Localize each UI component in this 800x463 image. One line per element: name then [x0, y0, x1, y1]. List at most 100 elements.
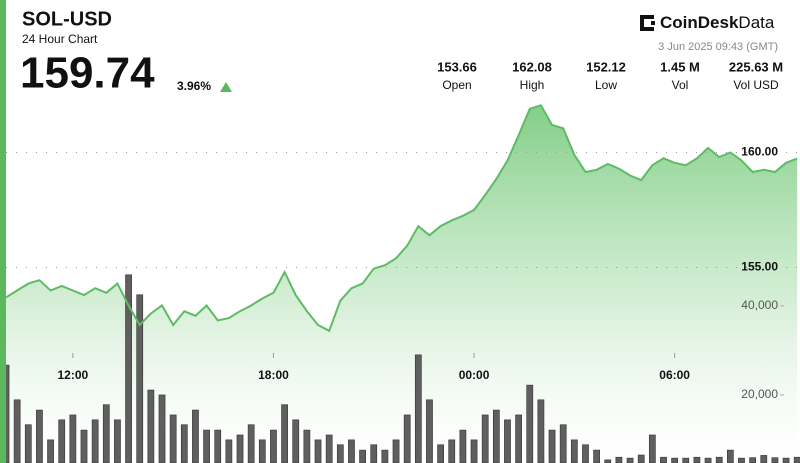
volume-bar: [726, 449, 734, 463]
volume-bar: [626, 457, 634, 463]
timestamp: 3 Jun 2025 09:43 (GMT): [658, 41, 778, 53]
x-tick-label: 00:00: [459, 368, 490, 382]
volume-bar: [158, 394, 166, 463]
x-tick-label: 12:00: [58, 368, 89, 382]
brand-sub: Data: [738, 13, 774, 32]
volume-bar: [660, 456, 667, 463]
y2-tick-label: 20,000: [741, 387, 778, 401]
volume-bar: [715, 456, 723, 463]
volume-bar: [771, 457, 779, 463]
volume-bar: [704, 457, 712, 463]
volume-bar: [738, 457, 745, 463]
volume-bar: [80, 429, 88, 463]
stat-label: Vol: [672, 78, 689, 92]
volume-bar: [281, 404, 288, 463]
volume-bar: [102, 404, 110, 463]
volume-bar: [58, 419, 66, 463]
volume-bar: [192, 409, 199, 463]
volume-bar: [593, 449, 600, 463]
volume-bar: [169, 414, 177, 463]
y-tick-label: 160.00: [741, 145, 778, 159]
volume-bar: [270, 429, 277, 463]
volume-bar: [359, 449, 366, 463]
stat-value: 225.63 M: [729, 59, 783, 74]
volume-bar: [459, 429, 467, 463]
volume-bar: [247, 424, 255, 463]
volume-bar: [147, 389, 155, 463]
brand-logo: [640, 15, 655, 31]
volume-bar: [526, 384, 534, 463]
volume-bar: [336, 444, 344, 463]
volume-bar: [303, 429, 311, 463]
volume-bar: [24, 424, 32, 463]
volume-bar: [403, 414, 411, 463]
last-price: 159.74: [20, 49, 155, 98]
volume-bar: [749, 457, 757, 463]
volume-bar: [470, 439, 478, 463]
volume-bar: [325, 434, 333, 463]
volume-bar: [314, 439, 322, 463]
volume-bar: [515, 414, 522, 463]
volume-bar: [292, 419, 300, 463]
volume-bar: [370, 444, 378, 463]
volume-bar: [114, 419, 121, 463]
chart-subtitle: 24 Hour Chart: [22, 32, 98, 46]
volume-bar: [13, 399, 21, 463]
price-change: 3.96%: [177, 79, 211, 93]
volume-bar: [426, 399, 433, 463]
stat-value: 1.45 M: [660, 59, 700, 74]
volume-bar: [648, 434, 656, 463]
stat-label: Open: [442, 78, 471, 92]
volume-bar: [693, 456, 701, 463]
volume-bar: [381, 449, 389, 463]
price-line: [6, 104, 798, 333]
volume-bar: [258, 439, 266, 463]
volume-bar: [682, 457, 690, 463]
volume-bar: [793, 456, 800, 463]
plot-area: [6, 104, 800, 463]
volume-bar: [6, 364, 10, 463]
volume-bar: [548, 429, 556, 463]
volume-bar: [225, 439, 233, 463]
volume-bar: [437, 444, 444, 463]
volume-bar: [180, 424, 188, 463]
volume-bar: [604, 459, 612, 463]
volume-bar: [448, 439, 456, 463]
volume-bar: [537, 399, 545, 463]
volume-bar: [203, 429, 210, 463]
volume-bar: [36, 409, 43, 463]
volume-bar: [47, 439, 54, 463]
x-tick-label: 18:00: [258, 368, 289, 382]
stat-value: 162.08: [512, 59, 552, 74]
up-arrow: [220, 82, 232, 92]
volume-bar: [348, 439, 355, 463]
y-tick-label: 155.00: [741, 260, 778, 274]
brand-icon-dot: [651, 21, 655, 25]
stat-label: Low: [595, 78, 617, 92]
header: SOL-USD 24 Hour Chart 159.74 3.96% CoinD…: [20, 8, 783, 97]
volume-bar: [782, 457, 790, 463]
y2-tick-label: 40,000: [741, 298, 778, 312]
volume-bar: [91, 419, 99, 463]
stat-label: High: [520, 78, 545, 92]
price-area: [6, 105, 798, 463]
volume-bar: [481, 414, 489, 463]
volume-bar: [570, 439, 578, 463]
volume-bar: [637, 454, 645, 463]
volume-bar: [414, 354, 422, 463]
volume-bar: [214, 429, 222, 463]
axes: 155.00 160.00 20,000 40,000 12:00 18:00 00:00 0…: [6, 145, 800, 401]
volume-bar: [492, 409, 500, 463]
brand: CoinDeskData: [660, 13, 775, 32]
volume-bar: [392, 439, 400, 463]
volume-bar: [236, 434, 244, 463]
brand-main: CoinDesk: [660, 13, 739, 32]
accent-stripe: [0, 0, 6, 463]
stat-value: 152.12: [586, 59, 626, 74]
chart-title: SOL-USD: [22, 8, 112, 30]
volume-bar: [504, 419, 511, 463]
volume-bar: [69, 414, 77, 463]
volume-bar: [125, 274, 132, 463]
volume-bar: [582, 444, 589, 463]
